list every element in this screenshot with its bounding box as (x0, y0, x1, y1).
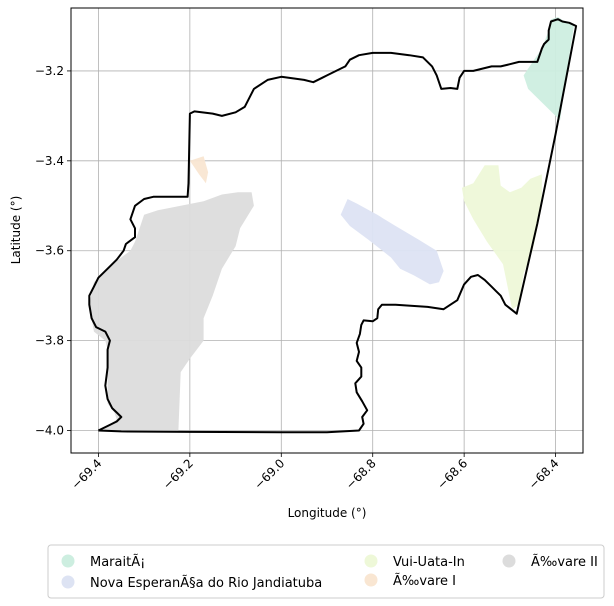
legend-label: Ã‰vare II (531, 554, 598, 570)
boundary-line (88, 18, 578, 434)
legend: MaraitÃ¡ Nova EsperanÃ§a do Rio Jandiatub… (47, 544, 605, 599)
indigenous-land-areas (89, 17, 574, 432)
area-vui-uata-in (461, 165, 542, 310)
legend-swatch (364, 554, 378, 568)
legend-swatch (61, 554, 75, 568)
legend-label: Nova EsperanÃ§a do Rio Jandiatuba (90, 575, 322, 591)
y-axis-label: Latitude (°) (9, 196, 23, 265)
legend-label: Vui-Uata-In (393, 555, 465, 570)
area-vare-i (189, 156, 209, 184)
area-vare-ii (89, 192, 254, 432)
legend-swatch (502, 554, 516, 568)
legend-swatch (364, 573, 378, 587)
legend-swatch (61, 575, 75, 589)
y-tick-label: −3.4 (35, 154, 64, 168)
legend-label: MaraitÃ¡ (90, 554, 145, 570)
legend-label: Ã‰vare I (393, 573, 456, 589)
y-tick-label: −3.6 (35, 244, 64, 258)
y-tick-label: −4.0 (35, 424, 64, 438)
x-axis-label: Longitude (°) (288, 506, 367, 520)
y-tick-label: −3.8 (35, 334, 64, 348)
area-nova-esperan-a-do-rio-jandiatuba (340, 199, 444, 285)
y-tick-label: −3.2 (35, 64, 64, 78)
plot-frame (70, 7, 584, 454)
municipality-boundary (88, 18, 578, 434)
area-marait (523, 17, 574, 121)
legend-frame (47, 544, 605, 599)
